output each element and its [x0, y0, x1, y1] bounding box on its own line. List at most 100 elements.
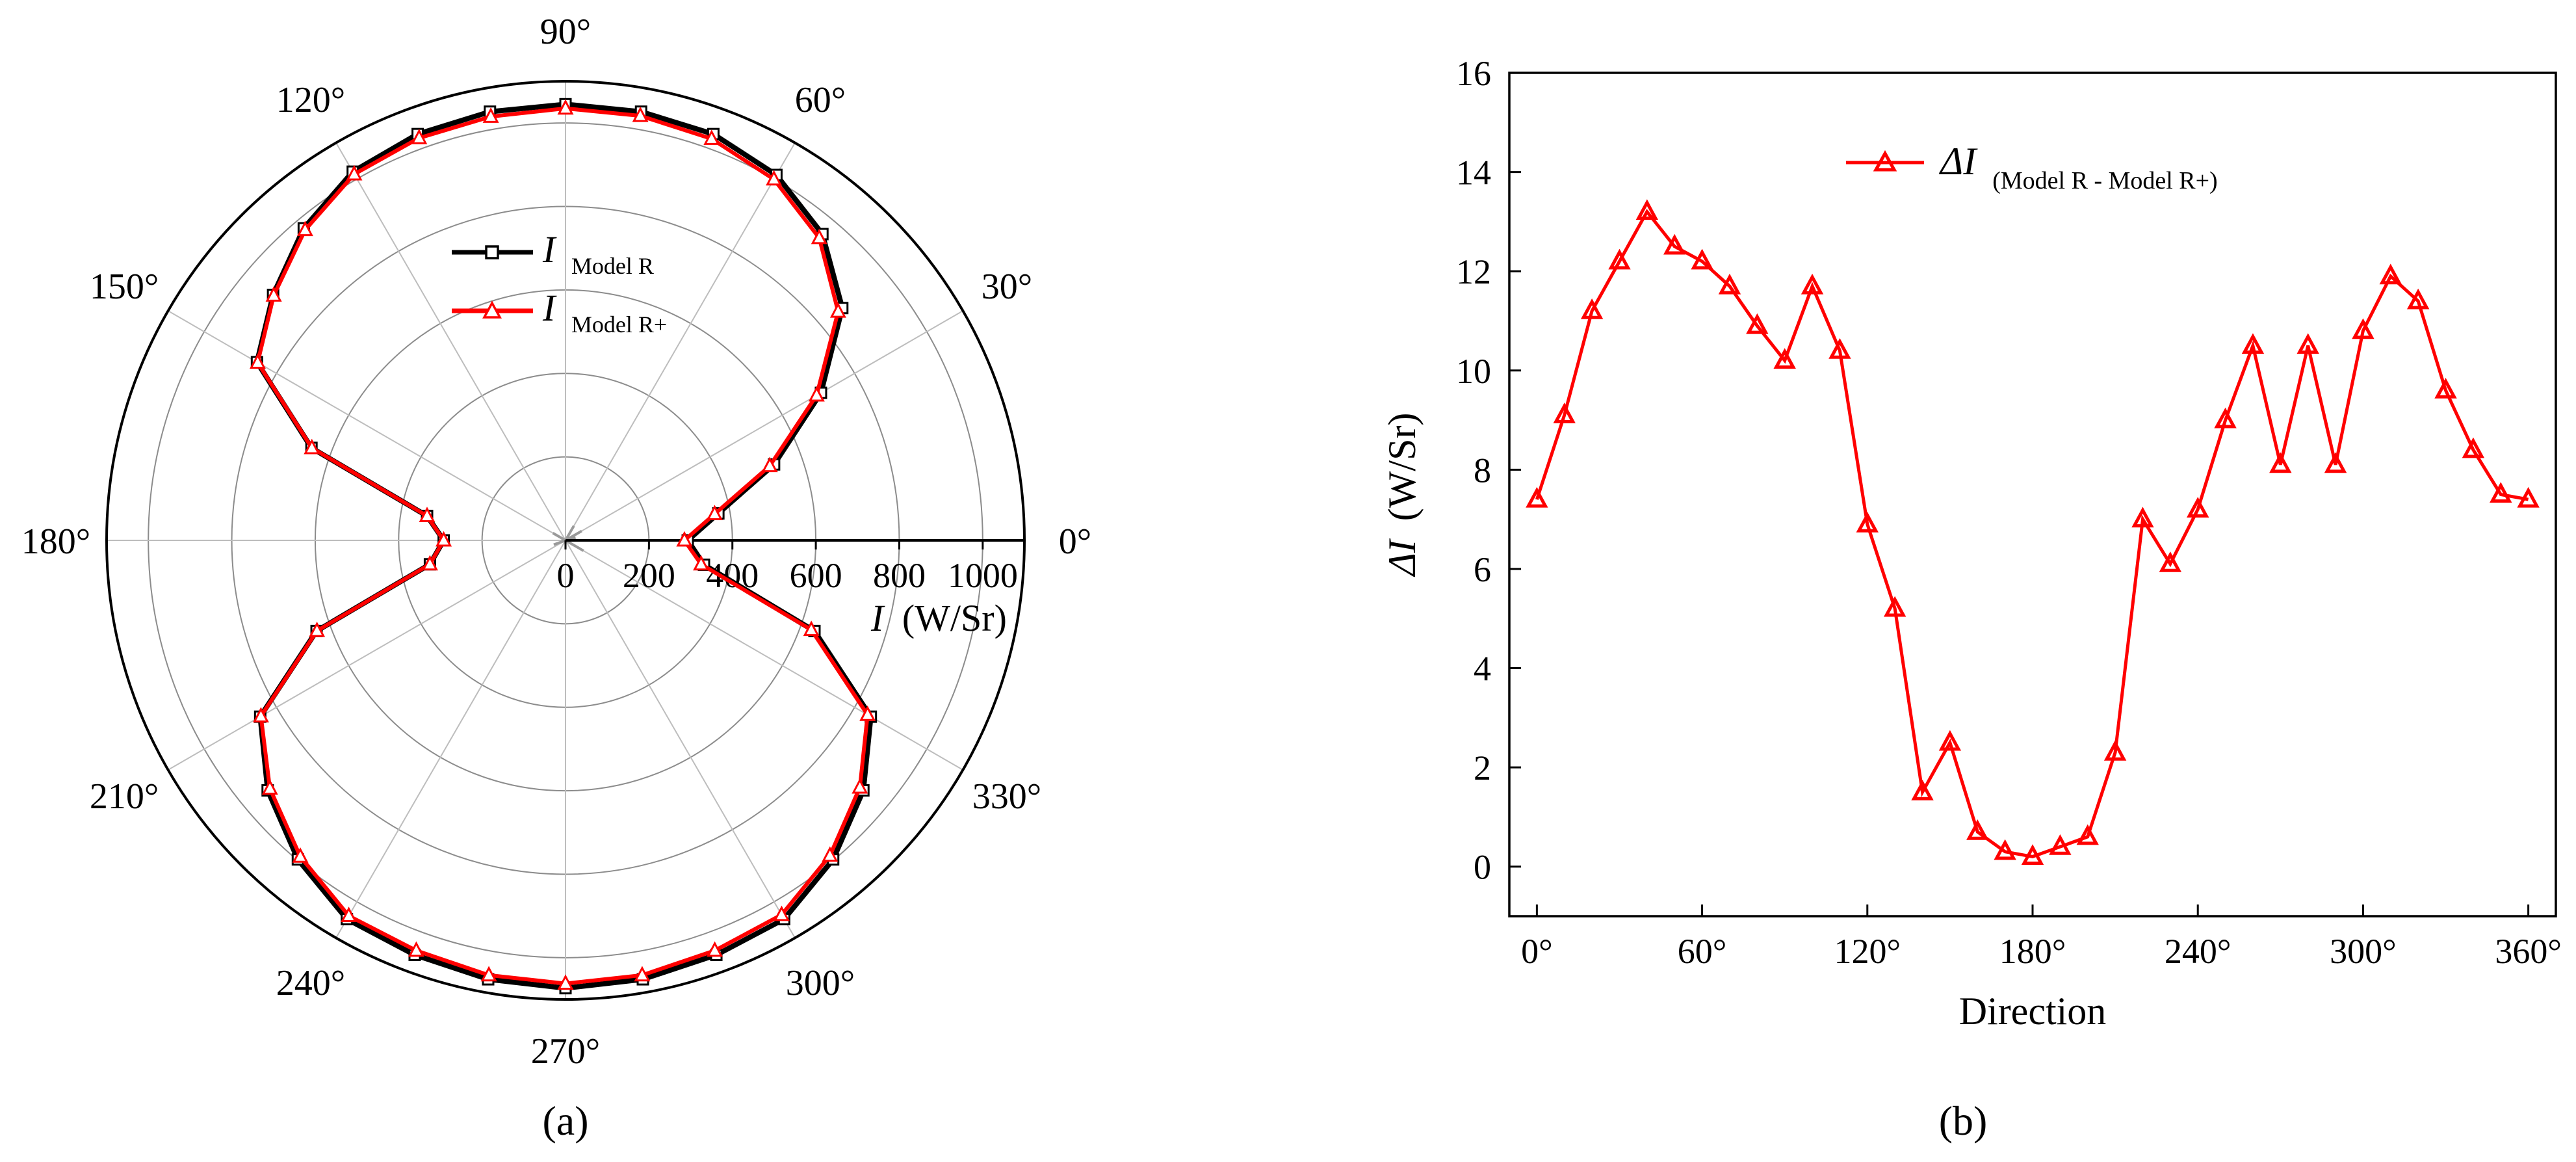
legend-label-model-r-plus: I Model R+ — [542, 287, 667, 337]
polar-marker-model-r-plus — [822, 846, 839, 862]
delta-marker — [2434, 378, 2457, 399]
polar-legend: I Model R I Model R+ — [452, 228, 667, 337]
delta-marker — [2352, 318, 2374, 339]
polar-marker-model-r-plus — [252, 707, 269, 723]
delta-marker — [1635, 199, 1659, 220]
angle-tick-label: 240° — [276, 963, 345, 1003]
y-tick-label: 12 — [1456, 252, 1491, 291]
polar-marker-model-r-plus — [706, 505, 723, 521]
polar-marker-model-r-plus — [436, 531, 452, 547]
delta-marker — [1718, 273, 1741, 295]
polar-marker-model-r-plus — [803, 620, 820, 637]
angle-tick-label: 210° — [90, 776, 159, 817]
angle-tick-label: 90° — [540, 12, 591, 52]
y-axis-ticks: 0 2 4 6 8 10 12 14 16 — [1456, 54, 1521, 887]
delta-marker — [1883, 596, 1906, 617]
delta-marker — [2131, 507, 2154, 528]
plot-frame — [1508, 72, 2557, 918]
x-axis-label: Direction — [1959, 990, 2107, 1033]
polar-marker-model-r-plus — [480, 966, 497, 982]
legend-label-model-r: I Model R — [542, 228, 654, 279]
delta-marker — [1746, 313, 1769, 334]
polar-spoke — [565, 310, 963, 541]
y-axis-symbol: ΔI — [1381, 538, 1424, 577]
delta-marker — [2021, 844, 2044, 865]
angle-tick-label: 0° — [1059, 522, 1091, 562]
polar-marker-model-r-plus — [859, 706, 876, 721]
center-glyph-stroke — [553, 539, 566, 546]
delta-marker — [1856, 512, 1879, 533]
polar-marker-model-r-plus — [292, 847, 309, 863]
delta-marker — [1773, 348, 1796, 369]
radial-axis-symbol: I — [870, 597, 885, 639]
polar-marker-model-r-plus — [261, 779, 278, 795]
y-axis-label: ΔI (W/Sr) — [1381, 413, 1424, 577]
y-tick-label: 4 — [1474, 650, 1491, 689]
legend-marker-model-r-plus — [482, 300, 502, 319]
delta-marker — [2214, 407, 2237, 429]
x-axis-ticks: 0° 60° 120° 180° 240° 300° 360° — [1521, 905, 2562, 971]
delta-marker — [1580, 298, 1604, 319]
radial-axis-unit: (W/Sr) — [902, 597, 1007, 639]
polar-marker-model-r-plus — [265, 286, 282, 302]
polar-spoke — [565, 540, 796, 938]
polar-marker-model-r-plus — [808, 386, 825, 402]
polar-marker-model-r-plus — [411, 128, 428, 144]
polar-marker-model-r-plus — [419, 507, 436, 522]
radial-tick-label: 400 — [706, 556, 759, 595]
delta-marker — [2241, 333, 2265, 354]
legend-item-model-r: I Model R — [452, 228, 654, 279]
delta-series-line — [1535, 209, 2529, 858]
legend-marker-delta — [1873, 150, 1897, 172]
polar-marker-model-r-plus — [309, 621, 326, 637]
polar-marker-model-r-plus — [761, 456, 778, 473]
center-glyph-stroke — [564, 525, 575, 542]
polar-spoke — [335, 540, 566, 938]
delta-marker — [1994, 839, 2016, 860]
x-tick-label: 0° — [1521, 932, 1553, 971]
polar-marker-model-r-plus — [408, 941, 424, 957]
delta-marker — [2517, 486, 2540, 508]
polar-marker-model-r-plus — [296, 220, 313, 237]
x-tick-label: 120° — [1834, 932, 1901, 971]
delta-marker — [2490, 482, 2512, 503]
polar-marker-model-r-plus — [693, 555, 710, 571]
polar-outer-boundary — [105, 80, 1026, 1001]
x-tick-label: 180° — [1999, 932, 2066, 971]
center-glyph-stroke — [552, 532, 566, 542]
delta-marker — [2324, 452, 2347, 473]
polar-marker-model-r-plus — [421, 555, 438, 571]
polar-marker-model-r-plus — [811, 228, 827, 244]
y-tick-label: 14 — [1456, 153, 1491, 192]
delta-marker — [1691, 248, 1713, 270]
y-tick-label: 10 — [1456, 352, 1491, 391]
polar-marker-model-r-plus — [773, 905, 790, 921]
delta-marker — [2076, 824, 2099, 845]
polar-spoke — [168, 540, 566, 771]
polar-chart: 0 200 400 600 800 1000 0° 30° 60° 90° 120° 150° 180… — [21, 12, 1091, 1144]
polar-marker-model-r-plus — [829, 302, 846, 318]
x-tick-label: 360° — [2495, 932, 2562, 971]
y-tick-label: 16 — [1456, 54, 1491, 93]
delta-marker — [1608, 248, 1631, 270]
center-glyph-stroke — [564, 539, 584, 552]
delta-marker — [2049, 834, 2072, 855]
radial-tick-label: 200 — [623, 556, 675, 595]
delta-marker — [1663, 233, 1686, 255]
radial-tick-label: 0 — [557, 556, 575, 595]
polar-spoke — [335, 142, 566, 541]
delta-marker — [1526, 486, 1548, 508]
polar-marker-model-r-plus — [482, 107, 499, 123]
polar-spoke — [168, 310, 566, 541]
angular-tick-labels: 0° 30° 60° 90° 120° 150° 180° 210° 240° 270° 300° 3… — [21, 12, 1091, 1072]
x-tick-label: 60° — [1678, 932, 1727, 971]
polar-marker-model-r-plus — [703, 129, 720, 145]
angle-tick-label: 330° — [972, 776, 1041, 817]
polar-marker-model-r-plus — [676, 531, 693, 547]
polar-marker-model-r-plus — [634, 966, 651, 982]
line-legend: ΔI (Model R - Model R+) — [1846, 140, 2218, 194]
legend-label-delta: ΔI (Model R - Model R+) — [1939, 140, 2218, 194]
angle-tick-label: 300° — [786, 963, 855, 1003]
y-axis-unit: (W/Sr) — [1381, 413, 1424, 522]
